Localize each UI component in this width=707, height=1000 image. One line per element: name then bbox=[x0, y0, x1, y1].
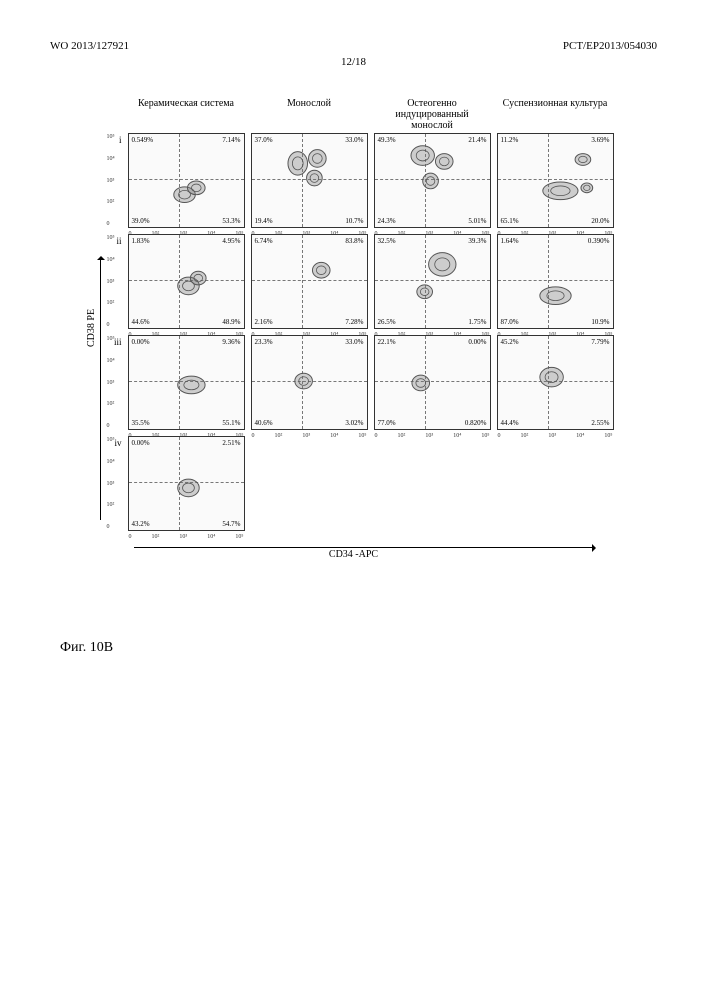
x-axis-arrow bbox=[134, 547, 594, 548]
figure-caption: Фиг. 10B bbox=[60, 640, 657, 656]
x-ticks: 010²10³10⁴10⁵ bbox=[129, 534, 244, 540]
scatter-plot: 1.83%4.95%44.6%48.9%10⁵10⁴10³10²0010²10³… bbox=[128, 234, 245, 329]
figure-panel: CD38 PE Керамическая система Монослой Ос… bbox=[94, 98, 614, 560]
col-header-0: Керамическая система bbox=[128, 98, 245, 131]
col-header-1: Монослой bbox=[251, 98, 368, 131]
scatter-plot: 22.1%0.00%77.0%0.820%010²10³10⁴10⁵ bbox=[374, 335, 491, 430]
x-axis-label: CD34 -APC bbox=[94, 549, 614, 560]
doc-id-right: PCT/EP2013/054030 bbox=[563, 40, 657, 52]
scatter-plot: 23.3%33.0%40.6%3.02%010²10³10⁴10⁵ bbox=[251, 335, 368, 430]
scatter-plot: 45.2%7.79%44.4%2.55%010²10³10⁴10⁵ bbox=[497, 335, 614, 430]
y-ticks: 10⁵10⁴10³10²0 bbox=[107, 134, 115, 227]
x-ticks: 010²10³10⁴10⁵ bbox=[375, 433, 490, 439]
col-header-2: Остеогенно индуцированный монослой bbox=[374, 98, 491, 131]
y-ticks: 10⁵10⁴10³10²0 bbox=[107, 336, 115, 429]
doc-id-left: WO 2013/127921 bbox=[50, 40, 129, 52]
y-axis-arrow bbox=[100, 258, 101, 520]
page-number: 12/18 bbox=[50, 56, 657, 68]
y-ticks: 10⁵10⁴10³10²0 bbox=[107, 235, 115, 328]
scatter-plot: 1.64%0.390%87.0%10.9%010²10³10⁴10⁵ bbox=[497, 234, 614, 329]
y-ticks: 10⁵10⁴10³10²0 bbox=[107, 437, 115, 530]
scatter-plot: 37.0%33.0%19.4%10.7%010²10³10⁴10⁵ bbox=[251, 133, 368, 228]
x-ticks: 010²10³10⁴10⁵ bbox=[498, 433, 613, 439]
scatter-plot: 0.549%7.14%39.0%53.3%10⁵10⁴10³10²0010²10… bbox=[128, 133, 245, 228]
scatter-plot: 0.00%9.36%35.5%55.1%10⁵10⁴10³10²0010²10³… bbox=[128, 335, 245, 430]
scatter-plot: 0.00%2.51%43.2%54.7%10⁵10⁴10³10²0010²10³… bbox=[128, 436, 245, 531]
y-axis-label: CD38 PE bbox=[86, 309, 97, 347]
scatter-plot: 6.74%83.8%2.16%7.28%010²10³10⁴10⁵ bbox=[251, 234, 368, 329]
col-header-3: Суспензионная культура bbox=[497, 98, 614, 131]
scatter-plot: 11.2%3.69%65.1%20.0%010²10³10⁴10⁵ bbox=[497, 133, 614, 228]
scatter-plot: 49.3%21.4%24.3%5.01%010²10³10⁴10⁵ bbox=[374, 133, 491, 228]
scatter-plot: 32.5%39.3%26.5%1.75%010²10³10⁴10⁵ bbox=[374, 234, 491, 329]
x-ticks: 010²10³10⁴10⁵ bbox=[252, 433, 367, 439]
